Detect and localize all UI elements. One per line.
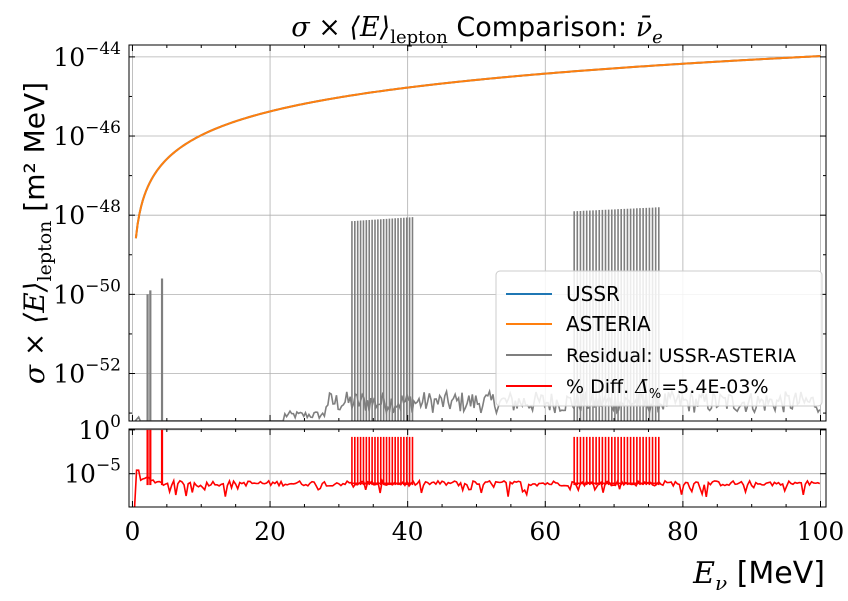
xlabel-suffix: [MeV] — [727, 556, 825, 591]
legend-pct-delta: Δ̄ — [634, 376, 649, 398]
y-tick-base: 10 — [64, 460, 96, 489]
ylabel-prefix: σ × ⟨E⟩ — [18, 281, 51, 384]
y-tick-exponent: −50 — [85, 276, 121, 296]
x-tick-label: 0 — [124, 517, 140, 546]
y-tick-base: 10 — [53, 280, 85, 309]
legend-label-ussr: USSR — [566, 282, 620, 306]
y-tick-base: 10 — [53, 43, 85, 72]
legend-item-ussr: USSR — [506, 282, 620, 306]
title-sub: lepton — [390, 27, 448, 48]
legend-item-asteria: ASTERIA — [506, 312, 651, 336]
title-prefix: σ × ⟨E⟩ — [291, 12, 390, 43]
legend-pct-prefix: % Diff. — [566, 376, 635, 398]
top-y-tick-label: 10−46 — [53, 118, 121, 151]
xlabel-prefix: E — [692, 556, 715, 591]
legend-label-pct-diff: % Diff. Δ̄%=5.4E-03% — [566, 376, 769, 402]
y-tick-exponent: −44 — [85, 39, 121, 59]
title-nu-sub: e — [652, 27, 663, 48]
y-tick-exponent: −52 — [85, 356, 121, 376]
x-axis-label: Eν [MeV] — [692, 556, 825, 595]
legend-box — [495, 270, 823, 407]
legend-label-asteria: ASTERIA — [566, 312, 651, 336]
y-tick-base: 10 — [53, 360, 85, 389]
bottom-series — [133, 429, 821, 507]
top-y-tick-label: 10−44 — [53, 39, 121, 72]
top-y-tick-label: 10−52 — [53, 356, 121, 389]
y-tick-exponent: −48 — [85, 197, 121, 217]
x-tick-label: 60 — [529, 517, 561, 546]
y-tick-exponent: −5 — [96, 456, 121, 476]
legend-pct-delta-sub: % — [649, 387, 661, 402]
ylabel-sub: lepton — [34, 221, 56, 282]
top-y-tick-label: 10−50 — [53, 276, 121, 309]
xlabel-sub: ν — [715, 571, 727, 595]
top-y-tick-label: 10−48 — [53, 197, 121, 230]
y-tick-base: 10 — [53, 201, 85, 230]
chart-title: σ × ⟨E⟩lepton Comparison: ν̄e — [291, 12, 663, 48]
bottom-y-tick-label: 100 — [78, 412, 121, 445]
x-tick-label: 40 — [392, 517, 424, 546]
ussr-line — [134, 55, 821, 239]
x-tick-label: 80 — [667, 517, 699, 546]
bottom-grid — [129, 429, 826, 507]
legend-item-pct-diff: % Diff. Δ̄%=5.4E-03% — [506, 376, 769, 402]
x-tick-label: 100 — [797, 517, 845, 546]
legend: USSR ASTERIA Residual: USSR-ASTERIA % Di… — [495, 270, 823, 407]
y-tick-base: 10 — [78, 416, 110, 445]
y-tick-exponent: 0 — [110, 412, 121, 432]
title-mid: Comparison: — [448, 12, 636, 43]
y-tick-base: 10 — [53, 122, 85, 151]
y-tick-exponent: −46 — [85, 118, 121, 138]
title-nu: ν̄ — [636, 12, 652, 43]
bottom-y-tick-label: 10−5 — [64, 456, 121, 489]
legend-label-residual: Residual: USSR-ASTERIA — [566, 345, 796, 367]
ylabel-suffix: [m² MeV] — [18, 82, 51, 221]
asteria-line — [134, 55, 821, 239]
pct-diff-line — [133, 469, 821, 507]
top-axes-frame — [128, 44, 827, 422]
x-tick-label: 20 — [254, 517, 286, 546]
bottom-axes-frame — [128, 428, 827, 508]
legend-item-residual: Residual: USSR-ASTERIA — [506, 345, 796, 367]
legend-pct-suffix: =5.4E-03% — [661, 376, 768, 398]
y-axis-label: σ × ⟨E⟩lepton [m² MeV] — [18, 82, 56, 384]
